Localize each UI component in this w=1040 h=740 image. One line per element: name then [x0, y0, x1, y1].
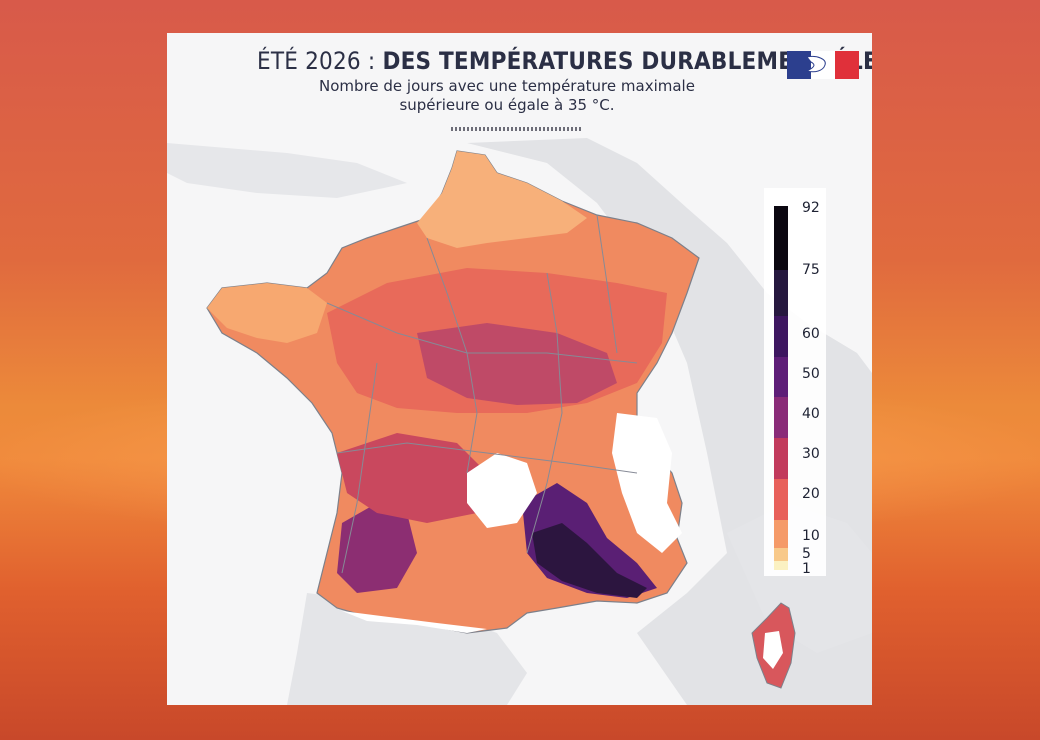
zone-aquitaine-mid [337, 433, 487, 523]
title-prefix: ÉTÉ 2026 : [257, 47, 383, 75]
legend-band [774, 206, 788, 270]
legend: 92 75 60 50 40 30 20 10 5 1 [764, 188, 826, 577]
page-title: ÉTÉ 2026 : DES TEMPÉRATURES DURABLEMENT … [257, 47, 872, 75]
legend-tick-label: 5 [802, 546, 811, 562]
legend-tick-label: 60 [802, 326, 820, 342]
zone-alps [612, 413, 682, 553]
marianne-flag-icon [787, 51, 859, 79]
legend-tick-label: 92 [802, 200, 820, 216]
legend-tick-label: 1 [802, 561, 811, 577]
legend-band [774, 479, 788, 520]
legend-tick-label: 10 [802, 528, 820, 544]
region-borders [326, 214, 638, 574]
legend-tick-label: 20 [802, 486, 820, 502]
legend-band [774, 316, 788, 357]
legend-band [774, 561, 788, 570]
zone-brittany-low [207, 283, 327, 343]
infographic-card: ÉTÉ 2026 : DES TEMPÉRATURES DURABLEMENT … [167, 33, 872, 705]
subtitle-line-2: supérieure ou égale à 35 °C. [399, 96, 615, 114]
zone-provence-veryhigh [532, 523, 647, 598]
legend-tick-label: 75 [802, 262, 820, 278]
subtitle: Nombre de jours avec une température max… [267, 77, 747, 115]
legend-tick-label: 50 [802, 366, 820, 382]
subtitle-divider [451, 127, 581, 131]
legend-band [774, 357, 788, 397]
legend-band [774, 548, 788, 561]
legend-color-bar [774, 206, 788, 570]
legend-tick-label: 30 [802, 446, 820, 462]
legend-band [774, 438, 788, 479]
italy-land [727, 503, 872, 653]
uk-land [167, 143, 407, 198]
legend-band [774, 520, 788, 548]
legend-tick-label: 40 [802, 406, 820, 422]
zone-pyrenees [342, 611, 487, 633]
subtitle-line-1: Nombre de jours avec une température max… [319, 77, 695, 95]
legend-band [774, 397, 788, 438]
legend-band [774, 270, 788, 316]
corsica-mountains [763, 631, 783, 669]
spain-land [287, 593, 527, 705]
zone-massif-central [467, 453, 537, 528]
zone-centre-high [417, 323, 617, 405]
header: ÉTÉ 2026 : DES TEMPÉRATURES DURABLEMENT … [167, 41, 872, 81]
zone-north-low [417, 151, 587, 248]
zone-southwest-high [337, 503, 417, 593]
